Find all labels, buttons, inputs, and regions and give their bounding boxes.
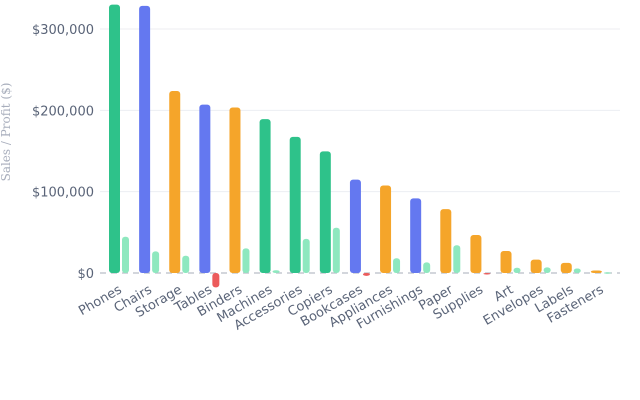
y-tick-label: $200,000: [32, 104, 94, 119]
profit-bar[interactable]: [302, 238, 310, 273]
sales-bar[interactable]: [440, 209, 452, 273]
sales-bar[interactable]: [319, 151, 331, 273]
x-axis-ticks: PhonesChairsStorageTablesBindersMachines…: [76, 282, 606, 333]
y-tick-label: $0: [77, 267, 94, 282]
sales-bar[interactable]: [139, 5, 151, 273]
sales-bar[interactable]: [560, 262, 572, 273]
profit-bar[interactable]: [573, 268, 581, 273]
profit-bar[interactable]: [182, 255, 190, 273]
y-axis-title: Sales / Profit ($): [0, 83, 13, 182]
sales-bar[interactable]: [410, 198, 422, 273]
sales-bar[interactable]: [109, 4, 120, 274]
sales-bar[interactable]: [169, 90, 181, 273]
y-tick-label: $100,000: [32, 186, 94, 201]
sales-bar[interactable]: [259, 119, 271, 273]
profit-bar[interactable]: [483, 273, 491, 275]
profit-bar[interactable]: [513, 267, 521, 273]
profit-bar[interactable]: [603, 272, 611, 274]
profit-bar[interactable]: [362, 273, 370, 276]
sales-bar[interactable]: [199, 104, 211, 273]
sales-bar[interactable]: [349, 179, 361, 273]
profit-bar[interactable]: [332, 227, 340, 273]
sales-bar[interactable]: [590, 270, 602, 273]
sales-bar[interactable]: [229, 107, 241, 273]
profit-bar[interactable]: [122, 236, 129, 273]
profit-bar[interactable]: [152, 251, 160, 273]
sales-bar[interactable]: [500, 250, 512, 273]
profit-bar[interactable]: [242, 248, 250, 273]
sales-bar[interactable]: [470, 235, 482, 273]
sales-bar[interactable]: [289, 136, 301, 273]
sales-bar[interactable]: [380, 185, 392, 273]
profit-bar[interactable]: [393, 258, 401, 273]
profit-bar[interactable]: [272, 270, 280, 273]
profit-bar[interactable]: [453, 245, 461, 273]
profit-bar[interactable]: [212, 273, 220, 288]
profit-bar[interactable]: [543, 267, 551, 273]
bars: [109, 4, 611, 288]
y-axis-ticks: $0 $100,000 $200,000 $300,000: [32, 23, 94, 282]
y-tick-label: $300,000: [32, 23, 94, 38]
sales-bar[interactable]: [530, 259, 542, 273]
profit-bar[interactable]: [423, 262, 431, 273]
